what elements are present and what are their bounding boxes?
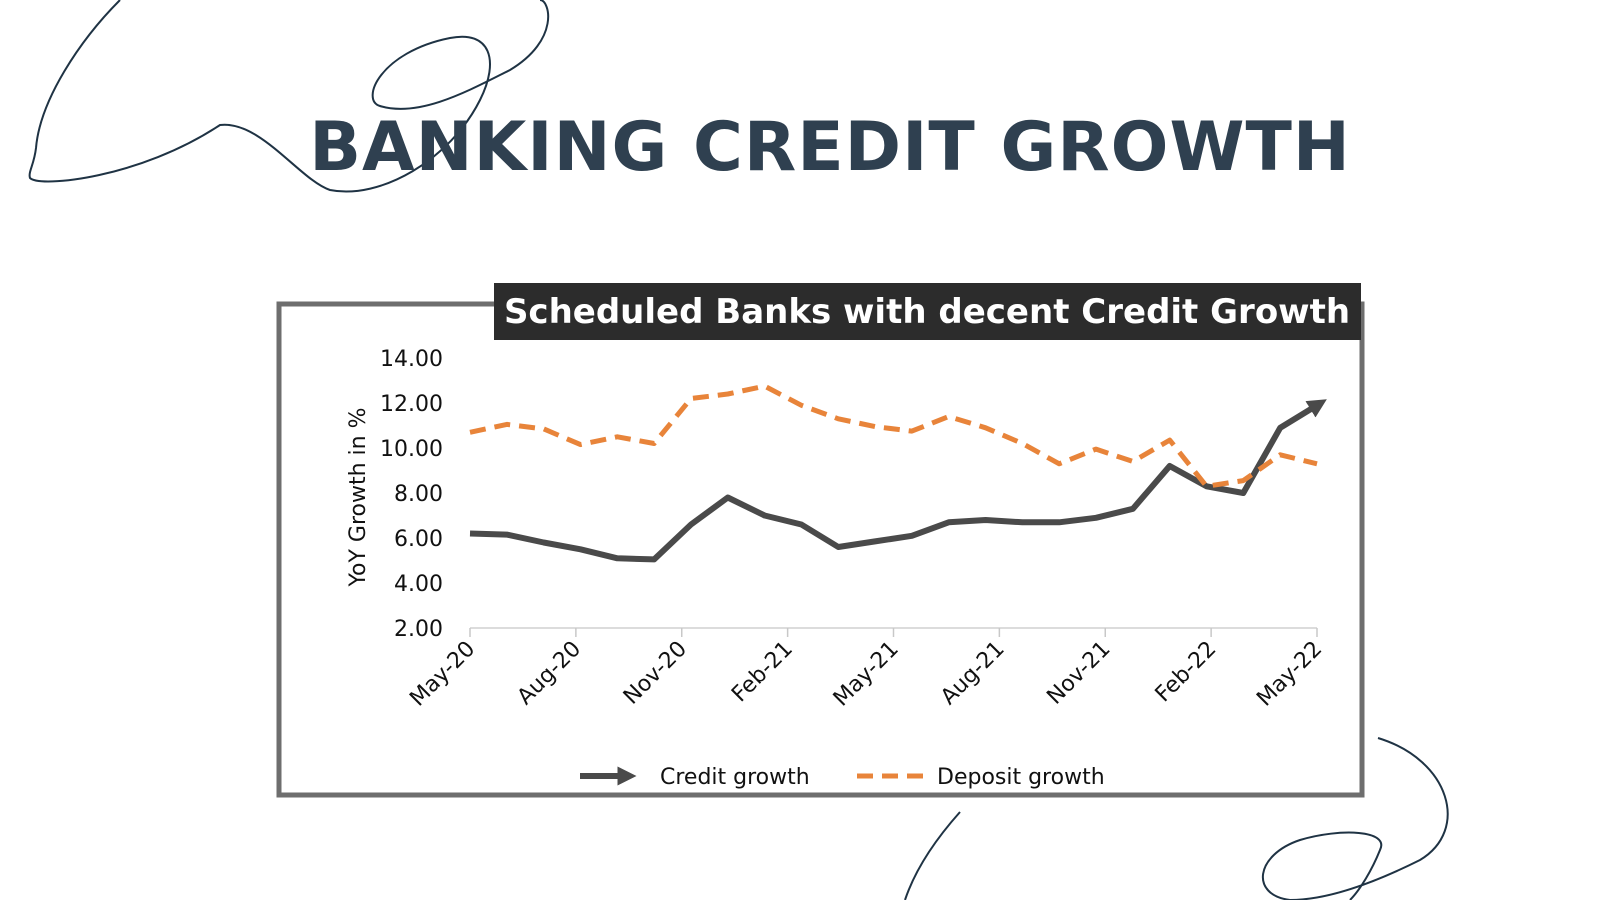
chart-frame — [276, 301, 1365, 798]
bottom-center-swirl — [904, 811, 961, 900]
chart-title-banner — [494, 283, 1361, 340]
legend-deposit-label: Deposit growth — [937, 765, 1105, 790]
chart-title: Scheduled Banks with decent Credit Growt… — [504, 292, 1350, 332]
y-axis: 14.00 12.00 10.00 8.00 6.00 4.00 2.00 — [380, 347, 443, 642]
series-layer — [469, 383, 1327, 563]
y-axis-label: YoY Growth in % — [346, 408, 371, 588]
y-tick-label: 8.00 — [394, 482, 443, 507]
y-tick-label: 2.00 — [394, 617, 443, 642]
bottom-right-swirl — [1262, 737, 1449, 900]
legend-credit-label: Credit growth — [660, 765, 810, 790]
slide-title: BANKING CREDIT GROWTH — [309, 108, 1351, 187]
legend: Credit growth Deposit growth — [580, 765, 1105, 790]
top-left-swirl — [28, 0, 550, 193]
y-tick-label: 4.00 — [394, 572, 443, 597]
y-tick-label: 12.00 — [380, 392, 443, 417]
credit-growth-line — [469, 399, 1327, 563]
y-tick-label: 6.00 — [394, 527, 443, 552]
y-tick-label: 10.00 — [380, 437, 443, 462]
deposit-growth-line — [469, 383, 1318, 489]
y-tick-label: 14.00 — [380, 347, 443, 372]
